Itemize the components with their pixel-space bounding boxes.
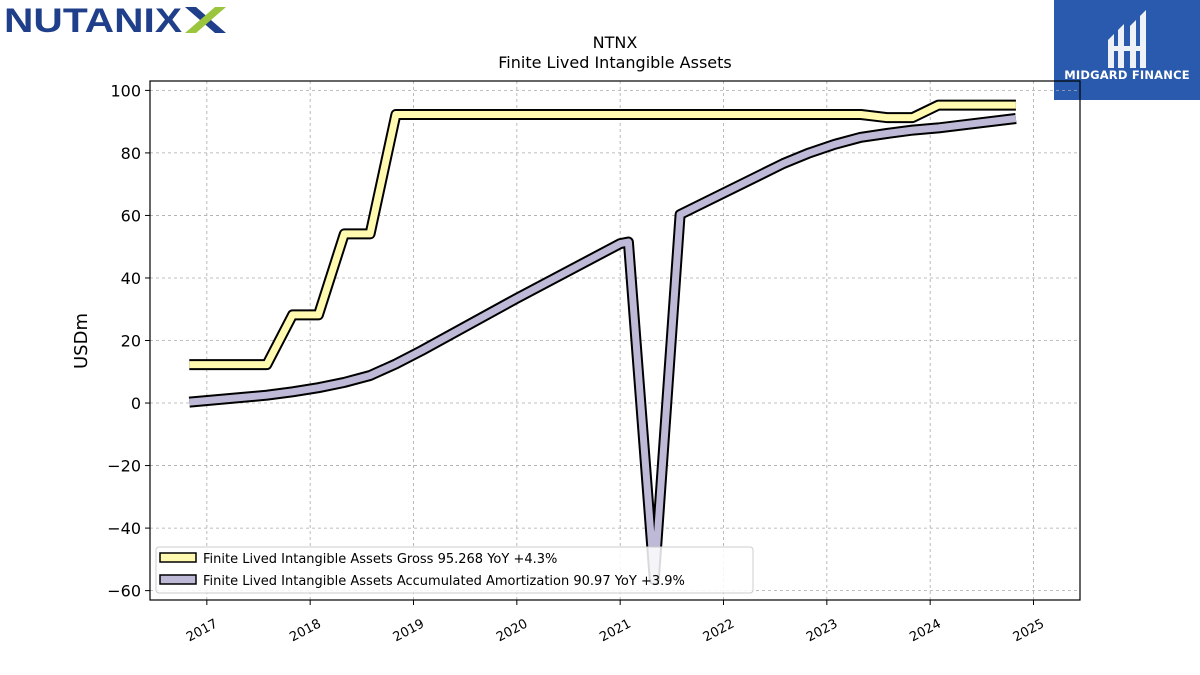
legend: Finite Lived Intangible Assets Gross 95.…	[155, 546, 754, 594]
legend-label-gross: Finite Lived Intangible Assets Gross 95.…	[203, 552, 557, 567]
midgard-emblem-icon	[1108, 10, 1146, 68]
chart-title: NTNX	[593, 33, 638, 52]
y-tick-label: −60	[107, 582, 141, 601]
y-tick-label: 40	[121, 269, 141, 288]
y-tick-label: 60	[121, 206, 141, 225]
x-tick-label: 2025	[1011, 617, 1047, 646]
series-outline-gross	[189, 99, 1016, 371]
y-tick-label: −40	[107, 519, 141, 538]
nutanix-logo-text: NUTANIX	[4, 4, 182, 36]
y-axis: −60 −40 −20 0 20 40 60 80 100	[107, 81, 150, 601]
x-tick-label: 2018	[287, 617, 323, 646]
series-line-gross	[189, 101, 1016, 369]
nutanix-logo: NUTANIX	[4, 4, 226, 36]
x-axis: 2017 2018 2019 2020 2021 2022 2023 2024 2025	[184, 600, 1047, 645]
chart-subtitle: Finite Lived Intangible Assets	[498, 53, 731, 72]
x-tick-label: 2022	[701, 617, 737, 646]
series-outline-amortization	[188, 113, 1017, 586]
midgard-finance-logo-text: MIDGARD FINANCE	[1064, 68, 1190, 82]
legend-box	[155, 546, 754, 594]
series-lines	[188, 99, 1017, 586]
midgard-finance-logo: MIDGARD FINANCE	[1054, 0, 1200, 100]
y-axis-label: USDm	[71, 313, 92, 369]
legend-swatch-gross	[159, 552, 197, 563]
x-tick-label: 2024	[907, 617, 943, 646]
x-tick-label: 2019	[391, 617, 427, 646]
y-tick-label: 80	[121, 144, 141, 163]
grid	[150, 81, 1080, 600]
series-line-amortization	[188, 115, 1017, 584]
x-tick-label: 2017	[184, 617, 220, 646]
y-tick-label: −20	[107, 457, 141, 476]
x-tick-label: 2021	[597, 617, 633, 646]
nutanix-x-mark-icon	[185, 7, 226, 33]
y-tick-label: 100	[110, 81, 141, 100]
x-tick-label: 2023	[804, 617, 840, 646]
y-tick-label: 20	[121, 332, 141, 351]
x-tick-label: 2020	[494, 617, 530, 646]
legend-label-amortization: Finite Lived Intangible Assets Accumulat…	[203, 574, 685, 589]
legend-swatch-amortization	[159, 574, 197, 585]
y-tick-label: 0	[131, 394, 141, 413]
